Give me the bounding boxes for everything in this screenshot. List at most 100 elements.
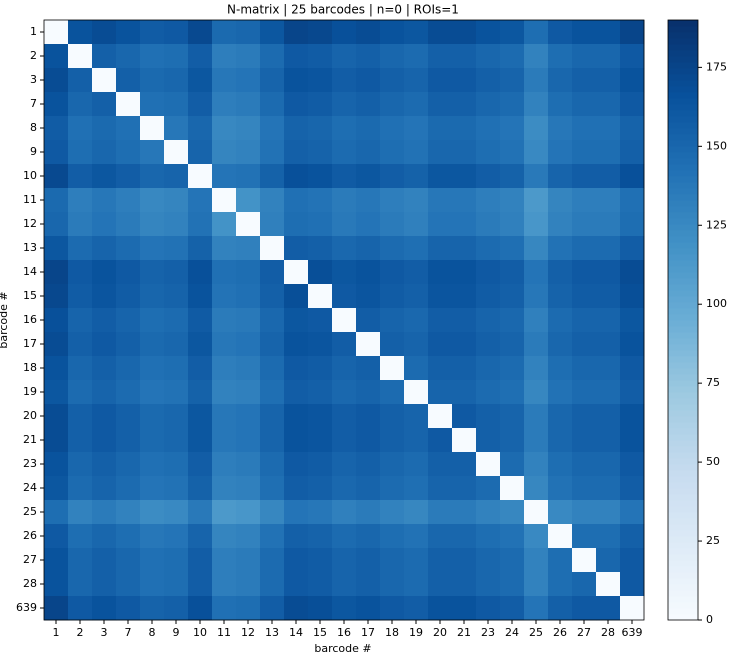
colorbar-tick-label: 0	[706, 613, 713, 626]
heatmap-cell	[524, 524, 549, 549]
heatmap-cell	[596, 92, 621, 117]
heatmap-cell	[548, 44, 573, 69]
colorbar-frame	[667, 19, 699, 621]
heatmap-cell	[116, 428, 141, 453]
heatmap-cell	[236, 572, 261, 597]
colorbar-segment	[668, 464, 698, 471]
heatmap-cell	[308, 260, 333, 285]
heatmap-cell	[452, 20, 477, 45]
heatmap-cell	[212, 20, 237, 45]
heatmap-cell	[308, 68, 333, 93]
x-tick-label: 26	[553, 626, 567, 639]
heatmap-cell	[236, 260, 261, 285]
heatmap-cell	[500, 452, 525, 477]
heatmap-cell	[332, 44, 357, 69]
heatmap-cell	[356, 476, 381, 501]
colorbar-segment	[668, 446, 698, 453]
heatmap-cell	[164, 116, 189, 141]
heatmap-cell	[356, 356, 381, 381]
y-tick-label: 21	[23, 433, 37, 446]
heatmap-cell	[284, 572, 309, 597]
colorbar-segment	[668, 266, 698, 273]
colorbar-segment	[668, 278, 698, 285]
x-tick-label: 14	[289, 626, 303, 639]
x-tick-label: 12	[241, 626, 255, 639]
heatmap-cell	[332, 476, 357, 501]
colorbar-segment	[668, 254, 698, 261]
x-tick-label: 13	[265, 626, 279, 639]
heatmap-cell	[380, 500, 405, 525]
heatmap-cell	[140, 476, 165, 501]
heatmap-cell	[188, 332, 213, 357]
heatmap-cell	[44, 44, 69, 69]
heatmap-cell	[140, 548, 165, 573]
y-tick-label: 20	[23, 409, 37, 422]
colorbar-segment	[668, 548, 698, 555]
heatmap-cell	[188, 44, 213, 69]
x-tick-label: 21	[457, 626, 471, 639]
heatmap-cell	[188, 236, 213, 261]
heatmap-cell	[452, 572, 477, 597]
heatmap-cell	[572, 548, 597, 573]
heatmap-cell	[500, 332, 525, 357]
heatmap-cell	[404, 116, 429, 141]
heatmap-cell	[524, 68, 549, 93]
heatmap-cell	[284, 20, 309, 45]
heatmap-cell	[548, 68, 573, 93]
heatmap-cell	[140, 404, 165, 429]
colorbar-segment	[668, 428, 698, 435]
heatmap-cell	[500, 44, 525, 69]
heatmap-cell	[524, 188, 549, 213]
heatmap-cell	[500, 596, 525, 621]
x-tick-label: 1	[53, 626, 60, 639]
heatmap-cell	[212, 404, 237, 429]
heatmap-cell	[548, 380, 573, 405]
heatmap-cell	[524, 20, 549, 45]
heatmap-cell	[140, 380, 165, 405]
heatmap-cell	[404, 308, 429, 333]
heatmap-cell	[44, 164, 69, 189]
y-tick-label: 12	[23, 217, 37, 230]
heatmap-cell	[380, 116, 405, 141]
colorbar-segment	[668, 422, 698, 429]
heatmap-cell	[620, 140, 645, 165]
heatmap-cell	[332, 188, 357, 213]
heatmap-cell	[212, 524, 237, 549]
heatmap-cell	[212, 44, 237, 69]
heatmap-cell	[356, 572, 381, 597]
x-tick-label: 9	[173, 626, 180, 639]
heatmap-cell	[452, 44, 477, 69]
colorbar-segment	[668, 452, 698, 459]
colorbar-segment	[668, 542, 698, 549]
heatmap-cell	[356, 164, 381, 189]
heatmap-cell	[524, 164, 549, 189]
heatmap-cell	[356, 524, 381, 549]
x-tick-label: 24	[505, 626, 519, 639]
heatmap-cell	[548, 308, 573, 333]
heatmap-cell	[284, 260, 309, 285]
heatmap-cell	[284, 500, 309, 525]
heatmap-cell	[500, 188, 525, 213]
heatmap-cell	[620, 236, 645, 261]
heatmap-cell	[236, 596, 261, 621]
heatmap-cell	[524, 380, 549, 405]
heatmap-cell	[68, 212, 93, 237]
y-axis-label: barcode #	[0, 291, 10, 348]
heatmap-cell	[92, 116, 117, 141]
heatmap-cell	[404, 68, 429, 93]
heatmap-cell	[452, 164, 477, 189]
heatmap-cell	[572, 44, 597, 69]
heatmap-cell	[44, 572, 69, 597]
colorbar-segment	[668, 560, 698, 567]
heatmap-cell	[92, 188, 117, 213]
heatmap-cell	[164, 500, 189, 525]
colorbar-segment	[668, 110, 698, 117]
heatmap-cell	[428, 428, 453, 453]
heatmap-cell	[92, 380, 117, 405]
heatmap-cell	[236, 212, 261, 237]
colorbar-segment	[668, 554, 698, 561]
heatmap-cell	[596, 500, 621, 525]
heatmap-cell	[548, 236, 573, 261]
y-tick-label: 28	[23, 577, 37, 590]
heatmap-cell	[140, 212, 165, 237]
